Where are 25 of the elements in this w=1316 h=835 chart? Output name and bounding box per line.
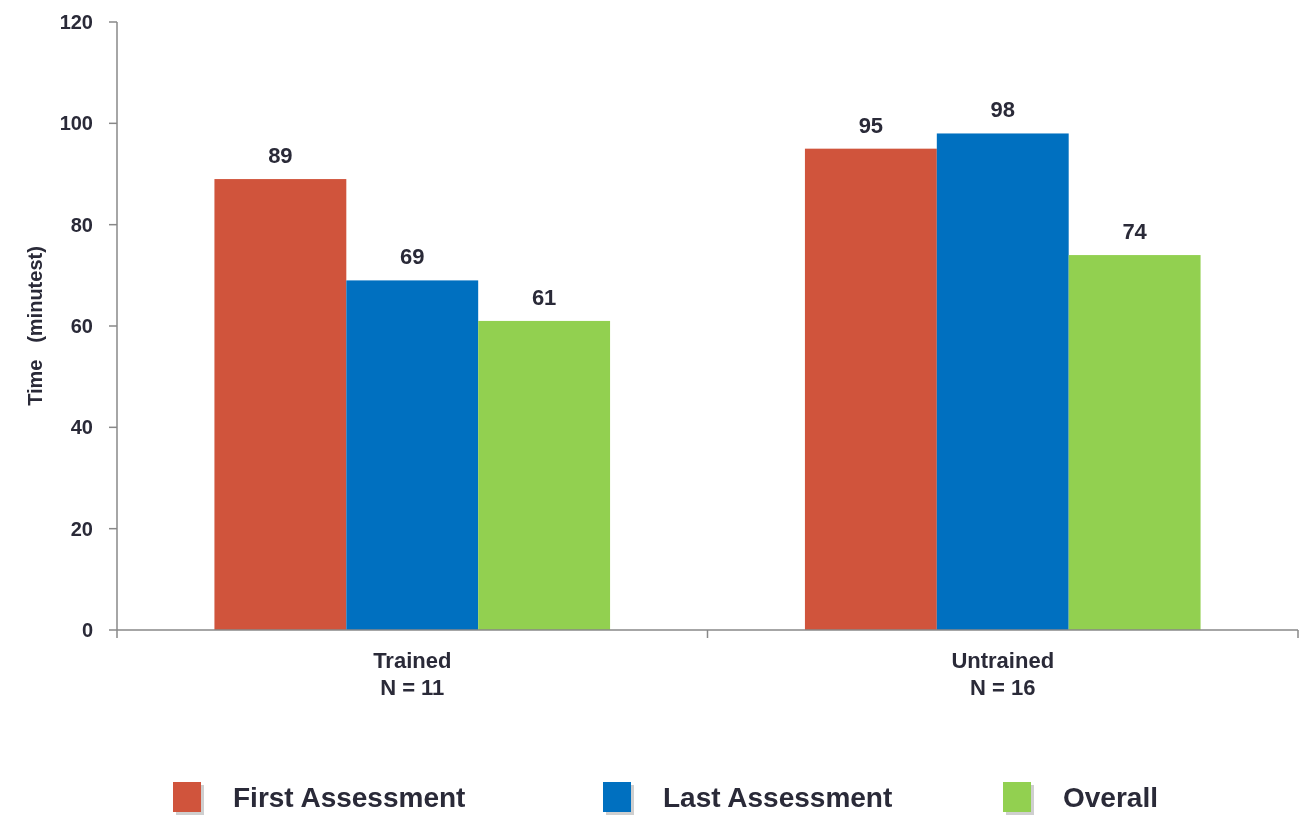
bar — [478, 320, 611, 630]
y-axis-title: Time (minutest) — [24, 246, 46, 406]
legend-label: Last Assessment — [663, 781, 893, 813]
y-tick-label: 20 — [70, 517, 93, 540]
data-label: 69 — [400, 244, 425, 270]
legend-label: Overall — [1063, 781, 1158, 813]
x-tick-label: Untrained N = 16 — [951, 648, 1055, 700]
x-tick-label: Trained N = 11 — [373, 648, 452, 700]
y-tick-label: 80 — [70, 213, 93, 236]
bar — [936, 133, 1069, 630]
data-label: 98 — [990, 97, 1015, 123]
data-label: 61 — [531, 284, 557, 310]
data-label: 89 — [268, 143, 293, 169]
bar — [804, 148, 937, 630]
bar — [214, 179, 347, 630]
bar — [1068, 255, 1201, 630]
data-label: 74 — [1122, 219, 1148, 245]
y-tick-label: 60 — [70, 315, 93, 337]
bar — [346, 280, 479, 630]
y-tick-label: 120 — [59, 11, 93, 33]
y-tick-label: 40 — [70, 416, 93, 439]
y-tick-label: 0 — [81, 619, 93, 641]
data-label: 95 — [858, 112, 884, 138]
y-tick-label: 100 — [59, 112, 93, 135]
legend-label: First Assessment — [233, 781, 466, 813]
